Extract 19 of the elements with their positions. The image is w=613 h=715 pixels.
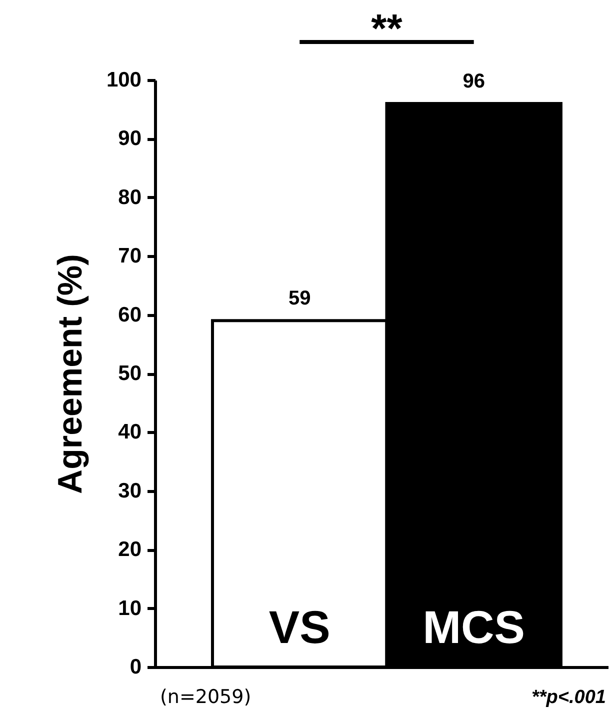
y-tick-label: 90 <box>118 127 142 150</box>
y-tick-label: 80 <box>118 186 142 209</box>
x-tick-label: VS <box>268 601 330 653</box>
data-label: 96 <box>462 70 485 92</box>
text: **p<.001 <box>532 687 606 708</box>
text: (n=2059) <box>160 686 252 708</box>
y-tick-label: 20 <box>118 538 142 562</box>
y-tick-label: 60 <box>118 303 142 326</box>
text: ** <box>371 7 403 51</box>
y-tick-label: 0 <box>130 656 142 678</box>
data-label: 59 <box>288 288 311 310</box>
y-axis-title: Agreement (%) <box>51 254 90 494</box>
y-tick-label: 50 <box>118 362 142 385</box>
x-tick-label: MCS <box>422 601 525 653</box>
y-tick-label: 30 <box>118 479 142 502</box>
y-tick-label: 70 <box>118 244 142 268</box>
y-tick-label: 100 <box>106 68 142 92</box>
y-tick-label: 10 <box>118 596 142 620</box>
y-tick-label: 40 <box>118 420 142 444</box>
